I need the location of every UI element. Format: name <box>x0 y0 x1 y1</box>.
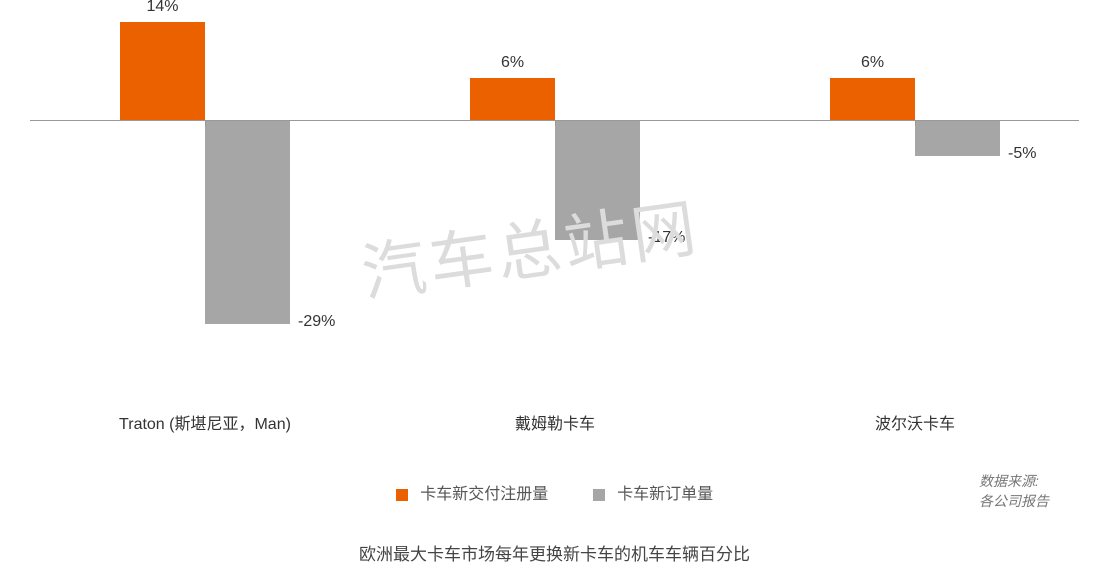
axis-tick <box>555 120 556 126</box>
category-label: 戴姆勒卡车 <box>515 410 595 434</box>
bar-value-label: 6% <box>861 54 884 72</box>
bar <box>205 121 290 324</box>
plot-area: 14%-29%Traton (斯堪尼亚，Man)6%-17%戴姆勒卡车6%-5%… <box>30 20 1079 400</box>
legend: 卡车新交付注册量 卡车新订单量 <box>0 480 1109 504</box>
axis-tick <box>915 120 916 126</box>
category-label: 波尔沃卡车 <box>875 410 955 434</box>
axis-tick <box>205 120 206 126</box>
bar <box>470 78 555 120</box>
bar <box>830 78 915 120</box>
category-label: Traton (斯堪尼亚，Man) <box>119 410 291 434</box>
legend-label-1: 卡车新交付注册量 <box>420 486 548 503</box>
chart-caption: 欧洲最大卡车市场每年更换新卡车的机车车辆百分比 <box>0 540 1109 565</box>
legend-swatch-2 <box>593 489 605 501</box>
bar-value-label: -5% <box>1008 145 1036 163</box>
legend-item-series-1: 卡车新交付注册量 <box>396 480 548 504</box>
data-source-line-2: 各公司报告 <box>979 492 1049 512</box>
data-source: 数据来源: 各公司报告 <box>979 472 1049 511</box>
legend-swatch-1 <box>396 489 408 501</box>
bar <box>555 121 640 240</box>
bar-value-label: 14% <box>146 0 178 16</box>
bar <box>915 121 1000 156</box>
bar-value-label: -29% <box>298 313 335 331</box>
legend-item-series-2: 卡车新订单量 <box>593 480 713 504</box>
data-source-line-1: 数据来源: <box>979 472 1049 492</box>
bar <box>120 22 205 120</box>
bar-value-label: -17% <box>648 229 685 247</box>
bar-value-label: 6% <box>501 54 524 72</box>
chart-container: 14% -29% Traton (斯堪尼亚，Man) 6% -17% 戴姆勒卡车 6% -5%… <box>0 0 1109 581</box>
legend-label-2: 卡车新订单量 <box>617 486 713 503</box>
